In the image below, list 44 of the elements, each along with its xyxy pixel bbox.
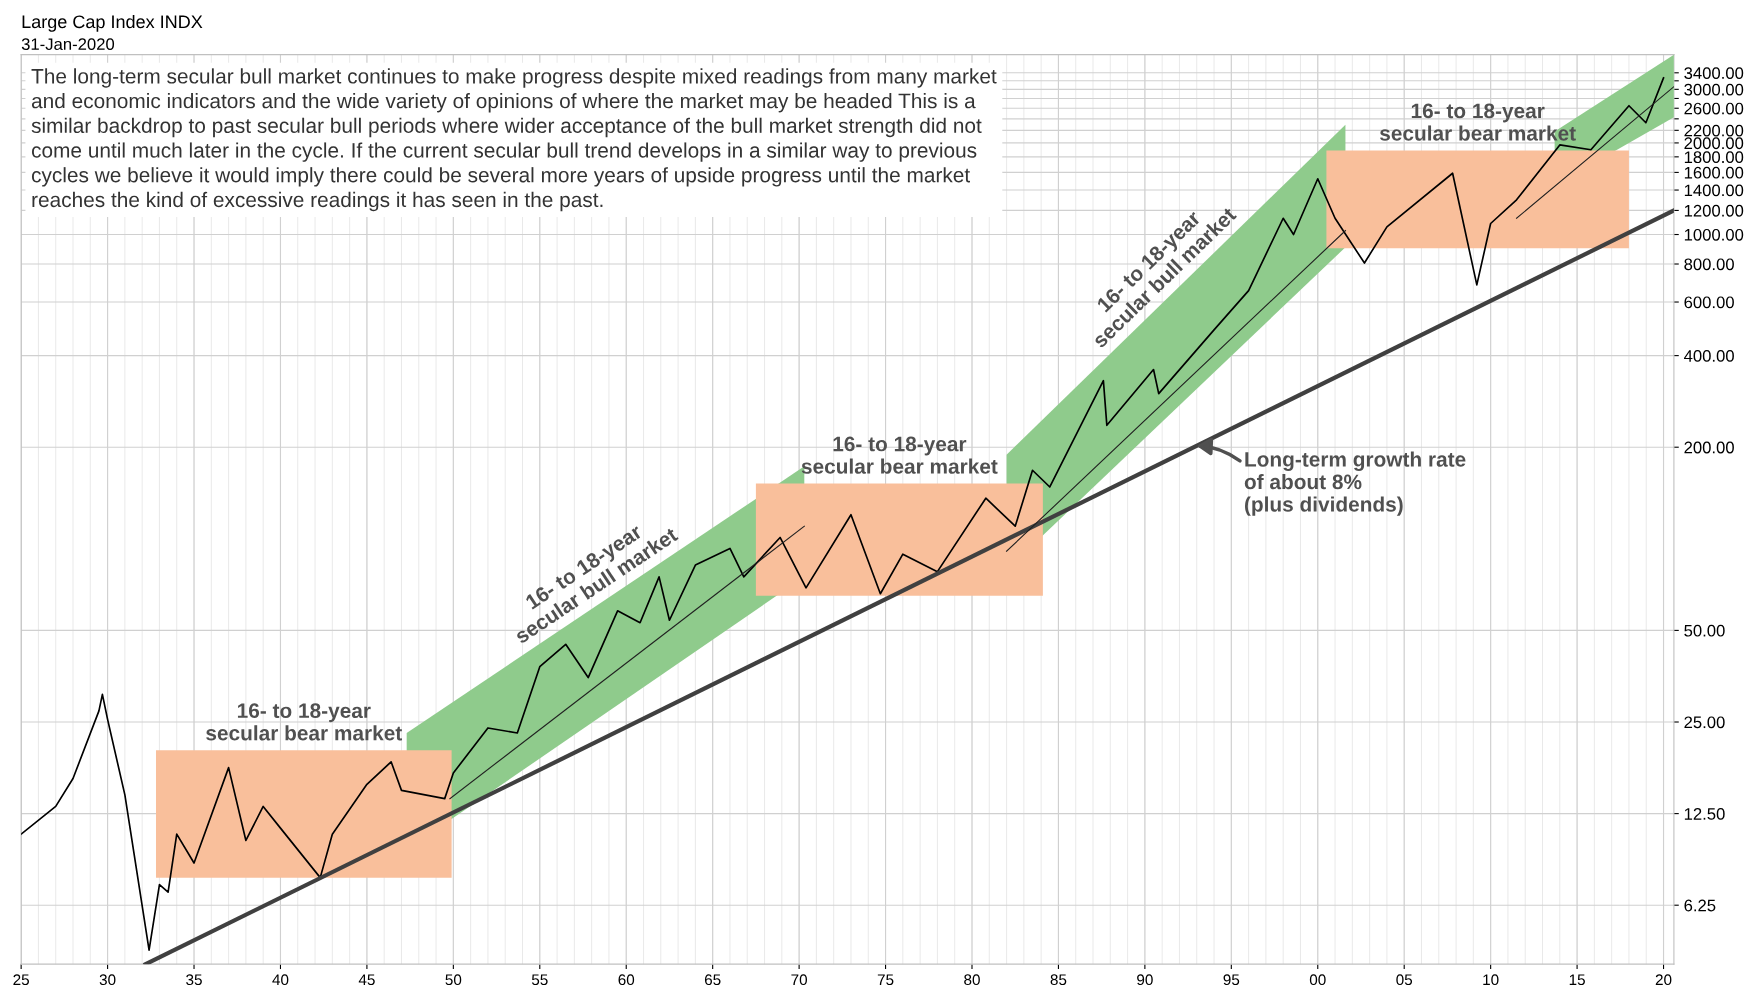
x-tick-label: 20 bbox=[1655, 974, 1672, 986]
x-tick-label: 50 bbox=[445, 974, 462, 986]
x-tick-label: 00 bbox=[1309, 974, 1326, 986]
y-tick-label: 2200.00 bbox=[1684, 124, 1744, 137]
y-tick-label: 1800.00 bbox=[1684, 151, 1744, 164]
y-tick-label: 200.00 bbox=[1684, 441, 1734, 454]
x-tick-label: 90 bbox=[1137, 974, 1153, 986]
y-tick-label: 1200.00 bbox=[1684, 204, 1744, 217]
y-tick-label: 1000.00 bbox=[1684, 228, 1744, 241]
annotation: 16- to 18-year secular bear market bbox=[801, 436, 998, 474]
x-tick-label: 10 bbox=[1483, 974, 1499, 986]
chart-subtitle: 31-Jan-2020 bbox=[21, 38, 115, 51]
y-tick-label: 25.00 bbox=[1684, 716, 1725, 729]
y-tick-label: 2600.00 bbox=[1684, 102, 1744, 115]
x-tick-label: 85 bbox=[1050, 974, 1067, 986]
x-tick-label: 15 bbox=[1569, 974, 1585, 986]
y-tick-label: 12.50 bbox=[1684, 808, 1725, 820]
x-tick-label: 55 bbox=[531, 974, 548, 986]
y-tick-label: 3400.00 bbox=[1684, 67, 1744, 79]
y-tick-label: 400.00 bbox=[1684, 350, 1734, 362]
annotation: 16- to 18-year secular bear market bbox=[206, 703, 402, 741]
x-tick-label: 40 bbox=[272, 974, 289, 986]
x-tick-label: 70 bbox=[791, 974, 808, 986]
y-tick-label: 600.00 bbox=[1684, 296, 1734, 309]
x-tick-label: 25 bbox=[13, 974, 29, 986]
x-tick-label: 05 bbox=[1396, 974, 1413, 986]
x-tick-label: 60 bbox=[618, 974, 635, 986]
x-tick-label: 30 bbox=[99, 974, 116, 986]
annotation: The long-term secular bull market continues to make progress despite mixed readings from many market and economic indicators and the wide variety of opinions of where the market may be headed This is a similar backdrop to past secular bull periods where wider acceptance of the bull market strength did not come until much later in the cycle. If the current secular bull trend develops in a similar way to previous cycles we believe it would imply there could be several more years of upside progress until the market reaches the kind of excessive readings it has seen in the past. bbox=[31, 68, 997, 212]
y-tick-label: 3000.00 bbox=[1684, 83, 1744, 96]
x-tick-label: 65 bbox=[704, 974, 721, 986]
x-tick-label: 45 bbox=[358, 974, 375, 986]
y-tick-label: 1400.00 bbox=[1684, 184, 1744, 197]
y-tick-label: 800.00 bbox=[1684, 258, 1734, 271]
annotation: Long-term growth rate of about 8% (plus dividends) bbox=[1244, 451, 1466, 516]
y-tick-label: 2000.00 bbox=[1684, 137, 1744, 150]
x-tick-label: 95 bbox=[1223, 974, 1240, 986]
y-tick-label: 6.25 bbox=[1684, 899, 1716, 912]
x-tick-label: 80 bbox=[964, 974, 980, 986]
x-tick-label: 35 bbox=[186, 974, 202, 986]
y-tick-label: 1600.00 bbox=[1684, 166, 1744, 179]
x-tick-label: 75 bbox=[877, 974, 894, 986]
y-tick-label: 50.00 bbox=[1684, 624, 1725, 637]
chart-title: Large Cap Index INDX bbox=[22, 14, 203, 32]
